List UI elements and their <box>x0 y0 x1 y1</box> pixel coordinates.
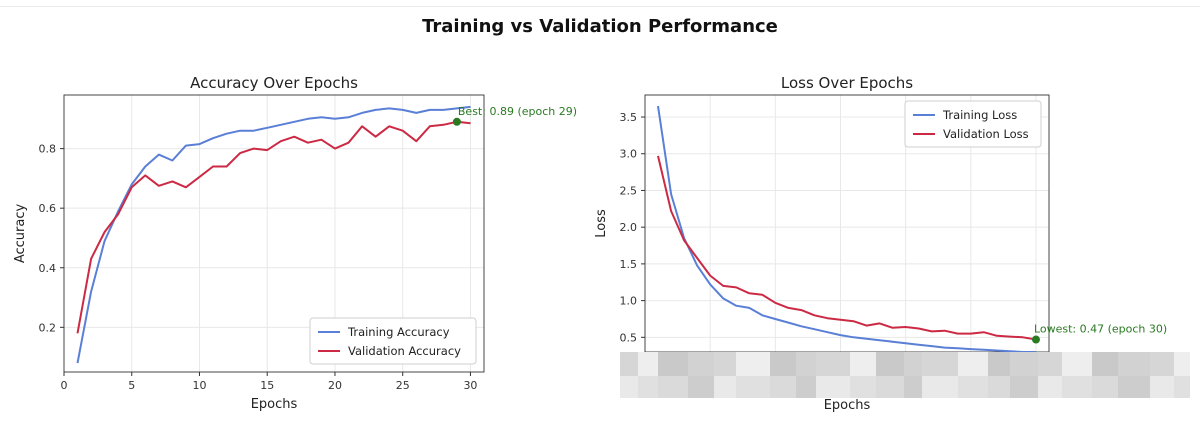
loss-ytick-label: 1.5 <box>620 258 638 271</box>
blur-pixel <box>688 376 714 398</box>
acc-annotation-marker <box>452 117 461 126</box>
blur-pixel <box>714 376 736 398</box>
blur-pixel <box>816 352 850 376</box>
blur-pixel <box>922 376 958 398</box>
blur-pixel <box>1038 376 1062 398</box>
blur-pixel <box>1150 376 1174 398</box>
blur-pixel <box>988 352 1010 376</box>
blur-pixel <box>1092 352 1118 376</box>
acc-axes-frame <box>63 94 485 373</box>
acc-ytick-label: 0.6 <box>39 202 57 215</box>
blur-pixel <box>1092 376 1118 398</box>
blur-pixel <box>620 352 638 376</box>
blur-pixel <box>922 352 958 376</box>
figure-title: Training vs Validation Performance <box>422 16 778 37</box>
top-divider <box>0 6 1200 7</box>
acc-xtick-label: 20 <box>328 379 342 392</box>
acc-xtick-label: 30 <box>463 379 477 392</box>
acc-chart: Accuracy Over Epochs 0 5 10 15 20 25 30 0.2 0.4 0.… <box>13 74 577 412</box>
blur-pixel <box>988 376 1010 398</box>
blur-pixel <box>1038 352 1062 376</box>
blur-pixel <box>1150 352 1174 376</box>
blur-pixel <box>816 376 850 398</box>
loss-ytick-label: 3.5 <box>620 111 638 124</box>
loss-ytick-label: 3.0 <box>620 148 638 161</box>
loss-legend-label: Training Loss <box>942 108 1017 122</box>
acc-series-validation-line <box>76 120 471 334</box>
blur-pixel <box>876 376 904 398</box>
loss-ytick-label: 0.5 <box>620 331 638 344</box>
blur-pixel <box>904 352 922 376</box>
blur-pixel <box>850 376 876 398</box>
acc-xtick-label: 5 <box>128 379 135 392</box>
acc-annotation-label: Best: 0.89 (epoch 29) <box>458 105 577 118</box>
blur-pixel <box>638 352 658 376</box>
blur-pixel <box>770 376 796 398</box>
acc-series-training-line <box>76 105 471 364</box>
acc-legend-label: Validation Accuracy <box>348 344 461 358</box>
blur-pixel <box>958 352 988 376</box>
blur-pixel <box>1010 352 1038 376</box>
blur-pixel <box>658 352 688 376</box>
loss-xlabel: Epochs <box>824 398 871 413</box>
acc-legend-label: Training Accuracy <box>347 325 450 339</box>
loss-annotation-label: Lowest: 0.47 (epoch 30) <box>1034 323 1167 336</box>
loss-ytick-label: 1.0 <box>620 295 638 308</box>
blur-pixel <box>736 376 770 398</box>
blur-pixel <box>796 352 816 376</box>
loss-legend-label: Validation Loss <box>943 127 1029 141</box>
blur-pixel <box>1118 352 1150 376</box>
acc-xtick-label: 15 <box>260 379 274 392</box>
loss-title: Loss Over Epochs <box>781 74 913 92</box>
loss-ytick-label: 2.0 <box>620 221 638 234</box>
blur-pixel <box>1118 376 1150 398</box>
blur-pixel <box>958 376 988 398</box>
acc-ytick-label: 0.4 <box>39 262 57 275</box>
loss-legend-box <box>904 100 1042 148</box>
loss-ytick-label: 2.5 <box>620 184 638 197</box>
acc-ylabel: Accuracy <box>13 204 28 264</box>
blur-pixel <box>1062 352 1092 376</box>
acc-ytick-label: 0.2 <box>39 321 57 334</box>
acc-xtick-label: 25 <box>396 379 410 392</box>
blur-pixel <box>714 352 736 376</box>
acc-xtick-label: 10 <box>192 379 206 392</box>
blur-pixel <box>876 352 904 376</box>
blur-pixel <box>850 352 876 376</box>
blur-pixel <box>1174 376 1190 398</box>
loss-annotation-marker <box>1031 335 1040 344</box>
loss-series-training-line <box>657 105 1036 353</box>
acc-ytick-label: 0.8 <box>39 143 57 156</box>
blur-pixel <box>1174 352 1190 376</box>
blur-pixel <box>736 352 770 376</box>
blur-pixel <box>904 376 922 398</box>
blur-pixel <box>796 376 816 398</box>
blur-pixel <box>1062 376 1092 398</box>
loss-chart: Loss Over Epochs 0.5 1.0 1.5 2.0 2.5 3.0 3.5 Epo… <box>594 74 1167 413</box>
acc-title: Accuracy Over Epochs <box>190 74 358 92</box>
acc-legend-box <box>309 317 477 365</box>
blur-pixel <box>638 376 658 398</box>
blur-pixel <box>688 352 714 376</box>
loss-series-validation-line <box>657 155 1037 341</box>
blur-pixel <box>1010 376 1038 398</box>
blur-pixel <box>770 352 796 376</box>
blur-pixel <box>658 376 688 398</box>
loss-ylabel: Loss <box>594 209 609 238</box>
acc-xtick-label: 0 <box>61 379 68 392</box>
blur-pixel <box>620 376 638 398</box>
acc-xlabel: Epochs <box>251 397 298 412</box>
